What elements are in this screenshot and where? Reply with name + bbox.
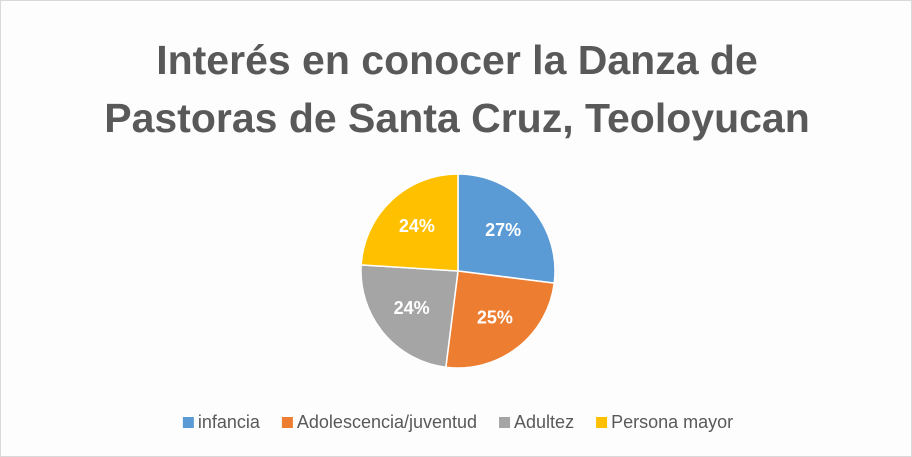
legend-label: Adolescencia/juventud bbox=[297, 412, 477, 432]
pie-slice bbox=[457, 173, 556, 284]
pie-slice bbox=[360, 264, 459, 369]
data-label: 24% bbox=[399, 216, 435, 236]
legend-swatch bbox=[281, 417, 293, 428]
legend-swatch bbox=[499, 417, 511, 428]
pie-slice bbox=[445, 270, 556, 369]
data-label: 27% bbox=[485, 220, 521, 240]
data-label: 25% bbox=[477, 307, 513, 327]
pie-slice bbox=[360, 173, 459, 272]
legend-label: Adultez bbox=[514, 412, 574, 432]
legend-swatch bbox=[182, 417, 194, 428]
legend-label: infancia bbox=[198, 412, 261, 432]
legend-swatch bbox=[596, 417, 608, 428]
chart-title: Interés en conocer la Danza de Pastoras … bbox=[104, 37, 810, 141]
legend-label: Persona mayor bbox=[611, 412, 733, 432]
data-label: 24% bbox=[394, 298, 430, 318]
